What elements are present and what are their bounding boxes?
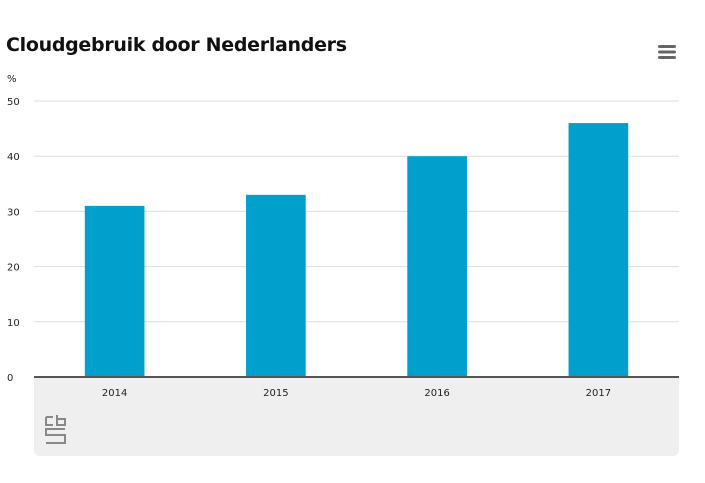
bar-2014[interactable] — [84, 205, 145, 377]
chart-footer-panel — [34, 377, 679, 456]
y-tick-label: 20 — [7, 263, 20, 274]
y-axis-unit-label: % — [7, 74, 17, 85]
y-axis-ticks: 0 10 20 30 40 50 — [7, 97, 20, 384]
bar-2016[interactable] — [407, 156, 467, 377]
y-tick-label: 0 — [7, 373, 13, 384]
x-axis-ticks: 2014 2015 2016 2017 — [102, 388, 611, 399]
bar-2017[interactable] — [568, 123, 629, 377]
y-tick-label: 40 — [7, 152, 20, 163]
bar-2015[interactable] — [246, 194, 306, 377]
x-tick-label: 2014 — [102, 388, 127, 399]
y-tick-label: 50 — [7, 97, 20, 108]
bars — [84, 123, 629, 377]
y-tick-label: 30 — [7, 207, 20, 218]
x-tick-label: 2015 — [263, 388, 288, 399]
cbs-logo-icon — [44, 414, 68, 450]
x-tick-label: 2017 — [586, 388, 611, 399]
y-tick-label: 10 — [7, 318, 20, 329]
hamburger-menu-icon[interactable] — [655, 42, 679, 62]
x-tick-label: 2016 — [424, 388, 449, 399]
chart-title: Cloudgebruik door Nederlanders — [6, 34, 347, 56]
